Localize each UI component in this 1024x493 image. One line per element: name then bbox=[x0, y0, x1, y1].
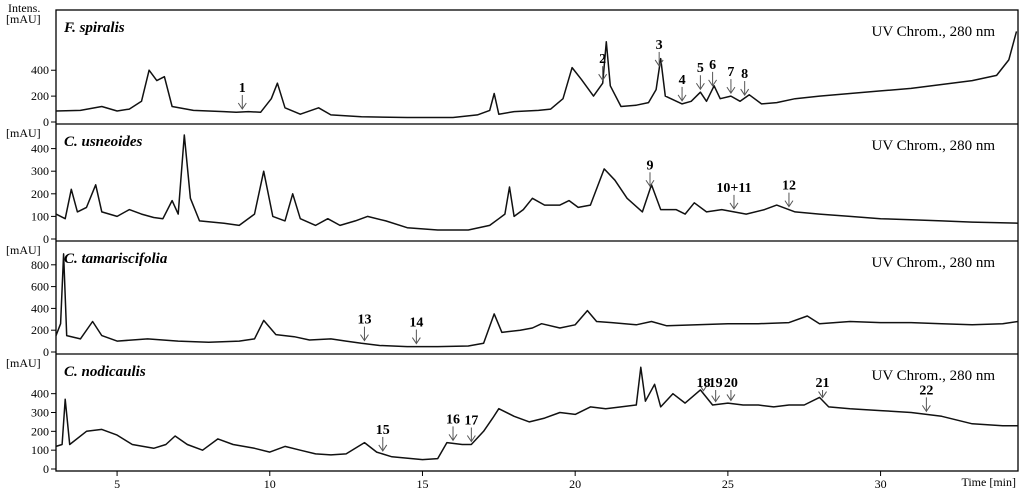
y-tick-label: 200 bbox=[31, 323, 49, 337]
chromatogram-trace bbox=[55, 31, 1018, 119]
peak-arrowhead bbox=[729, 202, 739, 210]
detector-label: UV Chrom., 280 nm bbox=[872, 24, 996, 40]
species-label: F. spiralis bbox=[63, 20, 125, 36]
y-tick-label: 0 bbox=[43, 345, 49, 359]
peak-arrowhead bbox=[645, 180, 655, 188]
peak-arrowhead bbox=[726, 394, 736, 402]
peak-label: 13 bbox=[357, 313, 371, 328]
peak-arrowhead bbox=[448, 434, 458, 442]
peak-label: 1 bbox=[239, 81, 246, 96]
peak-label: 22 bbox=[919, 383, 933, 398]
peak-label: 20 bbox=[724, 376, 738, 391]
peak-arrowhead bbox=[726, 86, 736, 95]
y-tick-label: 200 bbox=[31, 89, 49, 103]
peak-arrowhead bbox=[740, 88, 750, 96]
peak-label: 2 bbox=[599, 52, 606, 67]
peak-label: 7 bbox=[727, 65, 734, 80]
y-tick-label: 200 bbox=[31, 187, 49, 201]
peak-arrowhead bbox=[921, 405, 931, 413]
x-tick-label: 5 bbox=[114, 477, 120, 491]
x-tick-label: 25 bbox=[722, 477, 734, 491]
x-tick-label: 30 bbox=[875, 477, 887, 491]
intensity-axis-label: Intens. bbox=[8, 1, 40, 15]
detector-label: UV Chrom., 280 nm bbox=[872, 368, 996, 384]
y-tick-label: 200 bbox=[31, 424, 49, 438]
peak-label: 19 bbox=[709, 376, 723, 391]
y-tick-label: 100 bbox=[31, 209, 49, 223]
peak-arrowhead bbox=[708, 79, 718, 87]
peak-arrowhead bbox=[411, 337, 421, 345]
peak-label: 17 bbox=[464, 414, 478, 429]
peak-arrowhead bbox=[237, 102, 247, 110]
y-tick-label: 400 bbox=[31, 387, 49, 401]
x-axis-label: Time [min] bbox=[961, 475, 1016, 489]
y-tick-label: 600 bbox=[31, 280, 49, 294]
y-tick-label: 400 bbox=[31, 63, 49, 77]
peak-arrowhead bbox=[711, 395, 721, 403]
peak-arrowhead bbox=[466, 435, 476, 443]
peak-arrowhead bbox=[695, 82, 705, 91]
peak-label: 14 bbox=[409, 316, 423, 331]
y-unit-label: [mAU] bbox=[6, 243, 41, 257]
peak-arrowhead bbox=[699, 384, 708, 392]
peak-label: 18 bbox=[696, 376, 710, 391]
y-tick-label: 300 bbox=[31, 406, 49, 420]
panel: [mAU] 0 200 400 F. spiralis UV Chrom., 280 nm… bbox=[6, 12, 1018, 129]
peak-label: 21 bbox=[816, 376, 830, 391]
species-label: C. nodicaulis bbox=[64, 364, 146, 380]
peak-label: 15 bbox=[376, 423, 390, 438]
y-unit-label: [mAU] bbox=[6, 12, 41, 26]
peak-arrowhead bbox=[818, 391, 827, 399]
peak-arrowhead bbox=[654, 59, 664, 67]
y-tick-label: 400 bbox=[31, 142, 49, 156]
y-unit-label: [mAU] bbox=[6, 126, 41, 140]
peak-arrowhead bbox=[598, 73, 608, 82]
species-label: C. tamariscifolia bbox=[64, 251, 168, 267]
x-tick-label: 20 bbox=[569, 477, 581, 491]
panel: [mAU] 0 100 200 300 400 C. nodicaulis UV Chrom.… bbox=[6, 356, 1018, 476]
y-tick-label: 100 bbox=[31, 443, 49, 457]
peak-label: 9 bbox=[646, 158, 653, 173]
peak-label: 10+11 bbox=[716, 181, 751, 196]
y-tick-label: 0 bbox=[43, 462, 49, 476]
chromatogram-trace bbox=[55, 253, 1019, 348]
detector-label: UV Chrom., 280 nm bbox=[872, 255, 996, 271]
x-tick-label: 15 bbox=[416, 477, 428, 491]
species-label: C. usneoides bbox=[64, 134, 143, 150]
peak-arrowhead bbox=[378, 444, 388, 452]
plot-frame bbox=[55, 9, 1019, 472]
peak-label: 6 bbox=[709, 58, 716, 73]
y-tick-label: 0 bbox=[43, 232, 49, 246]
chromatogram-trace bbox=[55, 134, 1019, 231]
peak-label: 8 bbox=[741, 67, 748, 82]
y-tick-label: 0 bbox=[43, 115, 49, 129]
peak-label: 5 bbox=[697, 61, 704, 76]
peak-label: 16 bbox=[446, 412, 460, 427]
peak-arrowhead bbox=[360, 334, 369, 342]
y-tick-label: 400 bbox=[31, 301, 49, 315]
detector-label: UV Chrom., 280 nm bbox=[872, 138, 996, 154]
panel: [mAU] 0 100 200 300 400 C. usneoides UV Chrom.,… bbox=[6, 126, 1019, 246]
chromatogram-trace bbox=[55, 366, 1018, 461]
x-tick-label: 10 bbox=[264, 477, 276, 491]
y-tick-label: 300 bbox=[31, 164, 49, 178]
peak-label: 4 bbox=[679, 73, 686, 88]
panel: [mAU] 0 200 400 600 800 C. tamariscifolia UV Ch… bbox=[6, 243, 1019, 359]
peak-arrowhead bbox=[784, 200, 794, 208]
peak-arrowhead bbox=[677, 94, 687, 102]
y-tick-label: 800 bbox=[31, 258, 49, 272]
y-unit-label: [mAU] bbox=[6, 356, 41, 370]
peak-label: 12 bbox=[782, 179, 796, 194]
x-axis-ticks: 5 10 15 20 25 30 bbox=[114, 471, 887, 491]
peak-label: 3 bbox=[656, 38, 663, 53]
